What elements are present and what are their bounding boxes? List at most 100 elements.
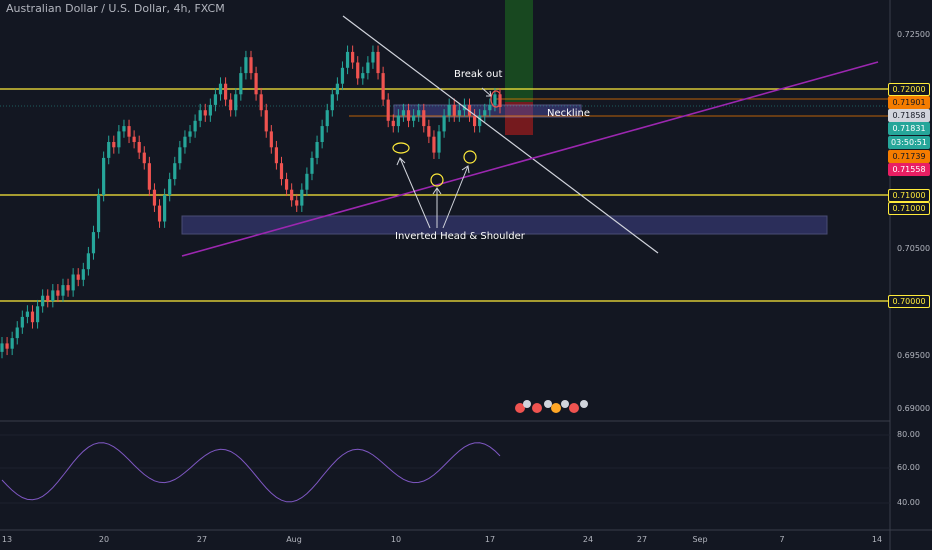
candle[interactable]	[371, 51, 375, 63]
candle[interactable]	[300, 189, 304, 206]
candle[interactable]	[76, 274, 80, 280]
candle[interactable]	[188, 131, 192, 137]
target-zone[interactable]	[505, 0, 533, 102]
candle[interactable]	[5, 343, 9, 349]
candle[interactable]	[274, 147, 279, 164]
candle[interactable]	[315, 142, 319, 158]
candle[interactable]	[239, 73, 243, 95]
candle[interactable]	[127, 126, 131, 137]
candle[interactable]	[305, 173, 309, 190]
candle[interactable]	[254, 73, 258, 95]
candle[interactable]	[493, 94, 497, 105]
candle[interactable]	[310, 157, 314, 174]
candle[interactable]	[279, 163, 284, 180]
candle[interactable]	[290, 189, 294, 201]
candle[interactable]	[437, 131, 441, 153]
candle[interactable]	[107, 142, 111, 158]
candle[interactable]	[234, 94, 238, 111]
candle[interactable]	[223, 83, 228, 100]
candle[interactable]	[61, 285, 65, 296]
candle[interactable]	[249, 57, 253, 74]
candle[interactable]	[112, 142, 116, 148]
candle[interactable]	[452, 104, 456, 116]
candle[interactable]	[122, 126, 126, 132]
candle[interactable]	[168, 179, 172, 195]
candle[interactable]	[163, 195, 167, 222]
candle[interactable]	[366, 62, 370, 74]
candle[interactable]	[351, 51, 355, 63]
candle[interactable]	[472, 115, 477, 127]
candle[interactable]	[381, 73, 385, 100]
candle[interactable]	[66, 285, 70, 291]
candle[interactable]	[142, 152, 146, 164]
candle[interactable]	[295, 200, 299, 206]
candle[interactable]	[25, 311, 30, 317]
candle[interactable]	[325, 110, 329, 127]
candle[interactable]	[447, 104, 451, 116]
candle[interactable]	[173, 163, 177, 180]
uptrend-line[interactable]	[181, 61, 879, 257]
candle[interactable]	[335, 83, 339, 95]
candle[interactable]	[432, 136, 436, 153]
candle[interactable]	[457, 110, 461, 116]
support-zone[interactable]	[181, 215, 828, 235]
candle[interactable]	[218, 83, 223, 95]
candle[interactable]	[10, 338, 14, 349]
candle[interactable]	[46, 295, 50, 301]
candle[interactable]	[35, 306, 40, 323]
candle[interactable]	[442, 115, 446, 132]
candle[interactable]	[340, 67, 345, 84]
candle[interactable]	[467, 104, 472, 116]
head-marker[interactable]	[430, 173, 444, 187]
candle[interactable]	[259, 94, 263, 111]
breakout-marker[interactable]	[490, 90, 502, 108]
candle[interactable]	[213, 94, 218, 105]
candle[interactable]	[386, 99, 390, 121]
downtrend-line[interactable]	[342, 15, 659, 254]
candle[interactable]	[41, 295, 45, 307]
candle[interactable]	[376, 51, 380, 74]
candle[interactable]	[20, 316, 24, 328]
candle[interactable]	[193, 120, 197, 132]
candle[interactable]	[0, 343, 4, 352]
candle[interactable]	[427, 126, 431, 137]
candle[interactable]	[478, 115, 482, 127]
candle[interactable]	[361, 73, 365, 79]
candle[interactable]	[320, 126, 324, 142]
candle[interactable]	[183, 136, 187, 148]
candle[interactable]	[15, 327, 19, 339]
candle[interactable]	[208, 104, 212, 116]
candle[interactable]	[86, 253, 90, 270]
candle[interactable]	[157, 205, 162, 222]
candle[interactable]	[412, 115, 416, 121]
candle[interactable]	[269, 131, 273, 148]
candle[interactable]	[417, 110, 421, 116]
neckline-zone[interactable]	[393, 104, 582, 118]
candle[interactable]	[132, 136, 136, 142]
candle[interactable]	[147, 163, 151, 190]
candle[interactable]	[152, 189, 157, 206]
candle[interactable]	[391, 120, 395, 127]
candle[interactable]	[406, 110, 411, 121]
candle[interactable]	[91, 232, 96, 254]
candle[interactable]	[51, 290, 55, 301]
candle[interactable]	[244, 57, 248, 74]
candle[interactable]	[81, 269, 85, 280]
candle[interactable]	[396, 115, 400, 127]
candle[interactable]	[198, 110, 202, 121]
candle[interactable]	[71, 274, 75, 291]
candle[interactable]	[356, 62, 360, 79]
candle[interactable]	[422, 110, 426, 127]
event-badges[interactable]	[515, 400, 588, 413]
candle[interactable]	[96, 195, 101, 233]
right-shoulder-marker[interactable]	[463, 150, 477, 164]
candle[interactable]	[401, 110, 406, 116]
candle[interactable]	[488, 104, 492, 111]
candle[interactable]	[345, 51, 350, 68]
candle[interactable]	[483, 110, 487, 116]
candle[interactable]	[203, 110, 207, 116]
candle[interactable]	[178, 147, 182, 164]
candle[interactable]	[330, 94, 334, 111]
candle[interactable]	[117, 131, 121, 148]
